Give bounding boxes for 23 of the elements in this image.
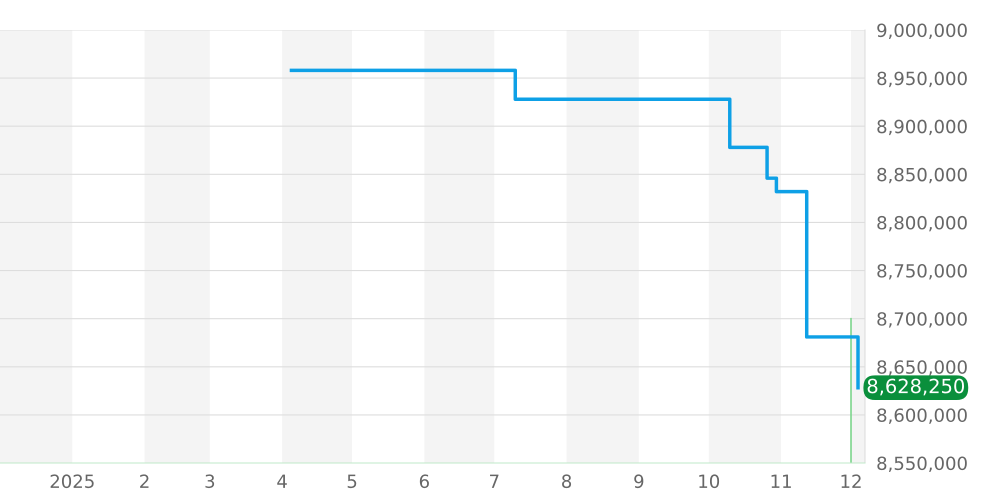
y-tick-label: 9,000,000 [877,23,967,39]
y-tick-label: 8,850,000 [877,168,967,184]
annotation: 8,628,250 [868,378,964,396]
x-tick-label: 12 [842,474,861,488]
x-tick-label: 4 [277,474,287,488]
x-tick-label: 8 [562,474,572,488]
y-tick-label: 8,750,000 [877,264,967,280]
x-tick-label: 2 [140,474,148,488]
y-tick-label: 8,700,000 [877,312,967,328]
x-tick-label: 7 [490,474,498,488]
x-tick-label: 3 [205,474,214,488]
x-tick-label: 5 [348,474,356,488]
x-tick-label: 2025 [50,474,94,488]
y-tick-label: 8,650,000 [877,360,967,376]
x-tick-label: 9 [634,474,644,488]
x-tick-label: 6 [420,474,429,488]
y-tick-label: 8,950,000 [877,72,967,88]
y-tick-label: 8,900,000 [877,120,967,136]
x-tick-label: 10 [699,474,720,488]
y-tick-label: 8,600,000 [877,408,967,424]
y-tick-label: 8,800,000 [877,216,967,232]
y-tick-label: 8,550,000 [877,456,967,472]
x-tick-label: 11 [772,474,791,488]
